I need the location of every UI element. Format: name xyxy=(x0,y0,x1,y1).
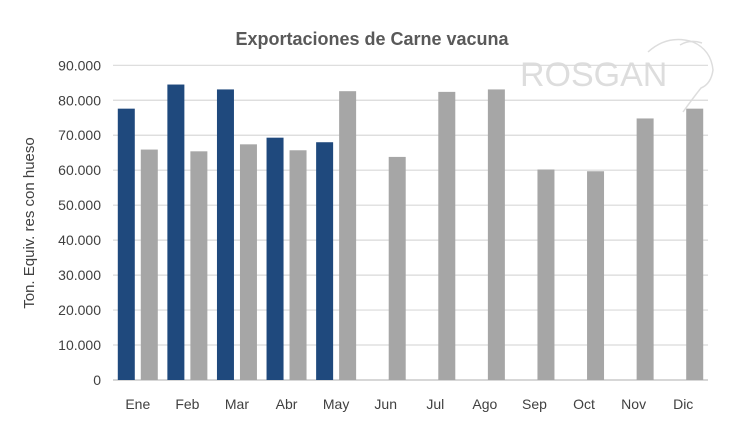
bar-nov-series-2 xyxy=(636,118,654,380)
x-tick-label: Nov xyxy=(621,396,646,412)
y-tick-label: 50.000 xyxy=(58,197,101,213)
chart-title: Exportaciones de Carne vacuna xyxy=(235,29,509,49)
bull-head-icon xyxy=(647,38,714,113)
y-tick-label: 60.000 xyxy=(58,162,101,178)
bar-feb-series-2 xyxy=(190,151,208,380)
x-tick-label: Abr xyxy=(276,396,298,412)
bar-abr-series-1 xyxy=(266,137,284,380)
bar-dic-series-2 xyxy=(686,108,704,381)
x-tick-label: May xyxy=(323,396,349,412)
bar-ene-series-1 xyxy=(117,108,135,381)
bar-sep-series-2 xyxy=(537,169,555,380)
x-tick-label: Ene xyxy=(125,396,150,412)
bar-may-series-1 xyxy=(316,142,334,380)
bar-jul-series-2 xyxy=(438,91,456,380)
y-tick-label: 20.000 xyxy=(58,302,101,318)
y-tick-label: 40.000 xyxy=(58,232,101,248)
bar-ene-series-2 xyxy=(140,149,158,380)
x-tick-label: Oct xyxy=(573,396,595,412)
y-tick-label: 30.000 xyxy=(58,267,101,283)
bar-abr-series-2 xyxy=(289,150,307,380)
logo-text: ROSGAN xyxy=(520,56,667,94)
bar-feb-series-1 xyxy=(167,84,185,380)
bar-mar-series-2 xyxy=(239,144,257,380)
bar-mar-series-1 xyxy=(216,89,234,380)
x-tick-label: Jun xyxy=(374,396,397,412)
x-tick-label: Jul xyxy=(426,396,444,412)
x-tick-label: Dic xyxy=(673,396,693,412)
bar-oct-series-2 xyxy=(587,171,605,380)
y-tick-label: 90.000 xyxy=(58,57,101,73)
bar-ago-series-2 xyxy=(487,89,505,380)
y-tick-label: 10.000 xyxy=(58,337,101,353)
x-tick-label: Sep xyxy=(522,396,547,412)
bar-may-series-2 xyxy=(339,91,357,381)
y-tick-label: 0 xyxy=(93,372,101,388)
rosgan-logo: ROSGAN xyxy=(520,38,714,113)
x-tick-label: Feb xyxy=(175,396,199,412)
x-tick-label: Mar xyxy=(225,396,249,412)
y-axis-label: Ton. Equiv. res con hueso xyxy=(21,137,38,309)
y-tick-label: 70.000 xyxy=(58,127,101,143)
x-tick-label: Ago xyxy=(472,396,497,412)
y-tick-label: 80.000 xyxy=(58,92,101,108)
bar-jun-series-2 xyxy=(388,156,406,380)
